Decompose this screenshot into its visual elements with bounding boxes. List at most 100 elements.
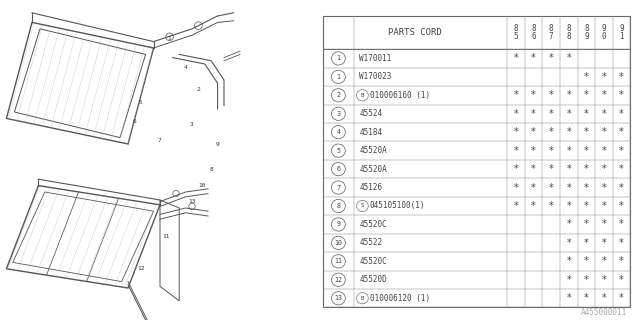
Text: 9: 9 xyxy=(620,24,624,33)
Text: 9: 9 xyxy=(584,32,589,41)
Text: *: * xyxy=(514,182,518,193)
Text: *: * xyxy=(584,127,589,137)
Text: 7: 7 xyxy=(158,138,162,143)
Text: 8: 8 xyxy=(531,24,536,33)
Text: 010006160 (1): 010006160 (1) xyxy=(370,91,430,100)
Text: *: * xyxy=(531,164,536,174)
Text: 6: 6 xyxy=(132,119,136,124)
Text: 2: 2 xyxy=(337,92,340,98)
Text: 4: 4 xyxy=(184,65,188,70)
Text: *: * xyxy=(620,238,624,248)
Text: 045105100(1): 045105100(1) xyxy=(370,202,426,211)
Text: 45524: 45524 xyxy=(360,109,383,118)
Text: *: * xyxy=(549,127,554,137)
Text: *: * xyxy=(602,146,606,156)
Text: 1: 1 xyxy=(337,74,340,80)
Text: *: * xyxy=(584,90,589,100)
Text: *: * xyxy=(549,201,554,211)
Text: *: * xyxy=(620,293,624,303)
Text: W170023: W170023 xyxy=(360,72,392,81)
Text: *: * xyxy=(549,90,554,100)
Text: *: * xyxy=(602,72,606,82)
Text: 8: 8 xyxy=(566,24,571,33)
Text: 2: 2 xyxy=(196,87,200,92)
Text: S: S xyxy=(360,204,364,209)
Text: *: * xyxy=(566,256,571,266)
Text: 45520A: 45520A xyxy=(360,164,387,173)
Text: *: * xyxy=(602,109,606,119)
Text: *: * xyxy=(584,220,589,229)
Text: *: * xyxy=(531,90,536,100)
Text: 10: 10 xyxy=(198,183,205,188)
Text: 6: 6 xyxy=(337,166,340,172)
Text: 3: 3 xyxy=(337,111,340,117)
Text: *: * xyxy=(584,201,589,211)
Text: 9: 9 xyxy=(216,141,220,147)
Text: *: * xyxy=(566,201,571,211)
Text: *: * xyxy=(620,109,624,119)
Text: 13: 13 xyxy=(334,295,342,301)
Text: *: * xyxy=(566,275,571,285)
Text: *: * xyxy=(549,164,554,174)
Text: *: * xyxy=(566,220,571,229)
Text: *: * xyxy=(584,164,589,174)
Text: 10: 10 xyxy=(334,240,342,246)
Text: A455000011: A455000011 xyxy=(581,308,627,317)
Text: *: * xyxy=(620,256,624,266)
Text: 7: 7 xyxy=(549,32,554,41)
Text: *: * xyxy=(549,53,554,63)
Text: *: * xyxy=(584,72,589,82)
Text: *: * xyxy=(602,90,606,100)
Text: *: * xyxy=(602,164,606,174)
Text: *: * xyxy=(531,127,536,137)
Text: *: * xyxy=(549,182,554,193)
Text: 8: 8 xyxy=(549,24,554,33)
Text: 45126: 45126 xyxy=(360,183,383,192)
Text: *: * xyxy=(514,201,518,211)
Text: 5: 5 xyxy=(139,100,143,105)
Text: *: * xyxy=(620,90,624,100)
Text: 5: 5 xyxy=(337,148,340,154)
Text: 45520D: 45520D xyxy=(360,275,387,284)
Text: *: * xyxy=(531,109,536,119)
Text: 3: 3 xyxy=(190,122,194,127)
Text: *: * xyxy=(584,256,589,266)
Text: *: * xyxy=(514,53,518,63)
Text: *: * xyxy=(584,109,589,119)
Text: *: * xyxy=(620,164,624,174)
Text: 010006120 (1): 010006120 (1) xyxy=(370,294,430,303)
Text: *: * xyxy=(620,72,624,82)
Text: 1: 1 xyxy=(337,55,340,61)
Text: *: * xyxy=(584,182,589,193)
Text: *: * xyxy=(531,201,536,211)
Text: *: * xyxy=(620,201,624,211)
Text: *: * xyxy=(584,146,589,156)
Text: *: * xyxy=(620,146,624,156)
Text: *: * xyxy=(514,146,518,156)
Text: *: * xyxy=(620,275,624,285)
Text: 45520C: 45520C xyxy=(360,220,387,229)
Text: B: B xyxy=(360,93,364,98)
Text: *: * xyxy=(566,182,571,193)
Text: *: * xyxy=(566,164,571,174)
Text: *: * xyxy=(602,293,606,303)
Text: *: * xyxy=(566,146,571,156)
Text: 9: 9 xyxy=(602,24,606,33)
Text: 11: 11 xyxy=(163,234,170,239)
Text: *: * xyxy=(620,127,624,137)
Text: 8: 8 xyxy=(514,24,518,33)
Text: *: * xyxy=(602,182,606,193)
Text: 13: 13 xyxy=(188,199,196,204)
Text: *: * xyxy=(531,146,536,156)
Text: 1: 1 xyxy=(620,32,624,41)
Text: W170011: W170011 xyxy=(360,54,392,63)
Text: 12: 12 xyxy=(334,277,342,283)
Text: *: * xyxy=(620,182,624,193)
Text: 1: 1 xyxy=(168,36,172,41)
Text: *: * xyxy=(514,90,518,100)
Text: 45520A: 45520A xyxy=(360,146,387,155)
Text: *: * xyxy=(549,109,554,119)
Text: 8: 8 xyxy=(584,24,589,33)
Text: 8: 8 xyxy=(566,32,571,41)
Text: B: B xyxy=(360,296,364,301)
